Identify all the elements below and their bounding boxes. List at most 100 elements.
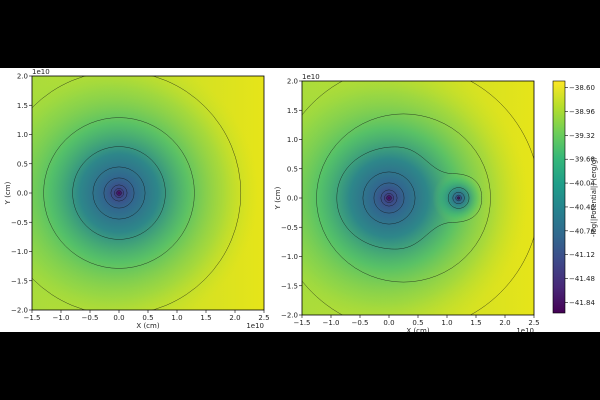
- colorbar-tick-label: −38.96: [569, 108, 595, 116]
- y-tick-label: 2.0: [17, 73, 28, 81]
- x-tick-label: 2.5: [528, 319, 539, 327]
- colorbar-tick: −40.04: [565, 180, 595, 188]
- contour-line: [316, 113, 491, 283]
- chart-panel-1: −1.5 −1.0 −0.5 0.0 0.5 1.0 1.5 2.0 2.5−2.0−1.5−1…: [4, 68, 270, 330]
- colorbar-tick-label: −41.84: [569, 299, 595, 307]
- y-tick-label: 1.5: [287, 107, 298, 115]
- potential-well-2: [432, 171, 485, 225]
- contour-line: [455, 194, 462, 202]
- y-tick: 1.0: [287, 136, 302, 144]
- x-tick: 2.0: [229, 310, 241, 322]
- x-tick-label: −1.0: [53, 314, 70, 322]
- y-tick: −0.5: [11, 219, 32, 227]
- x-tick: 2.0: [499, 315, 511, 327]
- x-tick-label: 1.5: [470, 319, 481, 327]
- x-tick-label: 1.5: [200, 314, 211, 322]
- y-tick: −1.5: [11, 277, 32, 285]
- y-tick-label: 0.5: [287, 165, 298, 173]
- x-tick: 0.5: [412, 315, 424, 327]
- y-tick-label: −1.5: [281, 282, 298, 290]
- colorbar-gradient: [552, 80, 566, 314]
- y-tick-label: 0.0: [287, 195, 298, 203]
- x-axis-label: X (cm): [406, 327, 429, 332]
- colorbar-label: -log(|Potential|) (erg/g): [590, 157, 598, 237]
- x-tick-label: −1.5: [24, 314, 41, 322]
- y-tick: 0.5: [17, 160, 32, 168]
- colorbar-tick-label: −41.12: [569, 251, 595, 259]
- y-tick: −1.5: [281, 282, 302, 290]
- y-axis-label: Y (cm): [4, 181, 12, 205]
- contour-line: [452, 191, 465, 205]
- colorbar-tick: −41.48: [565, 275, 595, 283]
- y-tick: 2.0: [17, 73, 32, 81]
- heatmap-field: [302, 81, 534, 315]
- contour-line: [103, 177, 135, 209]
- x-tick: 1.5: [200, 310, 212, 322]
- figure: −1.5 −1.0 −0.5 0.0 0.5 1.0 1.5 2.0 2.5 −2.0 −1.5 −1…: [0, 68, 600, 332]
- colorbar-tick: −41.12: [565, 251, 595, 259]
- x-tick: −0.5: [82, 310, 99, 322]
- x-tick: −1.0: [53, 310, 70, 322]
- colorbar-tick-label: −39.32: [569, 132, 595, 140]
- x-tick: −1.5: [294, 315, 311, 327]
- y-tick-label: −1.0: [281, 253, 298, 261]
- x-offset-label: 1e10: [246, 322, 264, 330]
- x-tick-label: −1.5: [294, 319, 311, 327]
- y-tick-label: −1.5: [11, 277, 28, 285]
- colorbar-tick: −39.32: [565, 132, 595, 140]
- x-tick-label: 2.5: [258, 314, 269, 322]
- x-tick-label: −0.5: [82, 314, 99, 322]
- y-offset-label: 1e10: [32, 68, 50, 76]
- contour-line: [384, 193, 394, 203]
- x-tick: 0.0: [113, 310, 125, 322]
- contour-line: [336, 146, 483, 250]
- colorbar-tick: −41.84: [565, 299, 595, 307]
- x-tick-label: 0.0: [383, 319, 394, 327]
- y-tick: 1.0: [17, 131, 32, 139]
- y-tick-label: 0.0: [17, 190, 28, 198]
- colorbar-tick: −39.68: [565, 156, 595, 164]
- y-tick-label: 1.0: [287, 136, 298, 144]
- y-tick: 0.5: [287, 165, 302, 173]
- contour-line: [72, 146, 166, 240]
- contour-lines: [302, 81, 534, 315]
- y-tick-label: −2.0: [11, 307, 28, 315]
- y-tick-label: −1.0: [11, 248, 28, 256]
- contour-line: [110, 184, 128, 202]
- y-tick-label: −0.5: [11, 219, 28, 227]
- chart-panel-2: −1.5 −1.0 −0.5 0.0 0.5 1.0 1.5 2.0 2.5−2.0−1.5−1…: [274, 73, 540, 332]
- x-tick: −1.5: [24, 310, 41, 322]
- y-tick-label: 2.0: [287, 78, 298, 86]
- y-tick-label: 1.0: [17, 131, 28, 139]
- x-tick-label: 2.0: [229, 314, 240, 322]
- colorbar-tick: −40.76: [565, 227, 595, 235]
- x-tick: 1.5: [470, 315, 482, 327]
- colorbar-tick-label: −40.40: [569, 203, 595, 211]
- colorbar-tick: −38.60: [565, 84, 595, 92]
- heatmap-field: [32, 76, 259, 310]
- x-tick-label: 0.0: [113, 314, 124, 322]
- y-tick-label: −2.0: [281, 312, 298, 320]
- x-tick: 0.5: [142, 310, 154, 322]
- y-tick: 1.5: [287, 107, 302, 115]
- contour-line: [92, 166, 146, 220]
- contour-line: [114, 188, 124, 198]
- x-tick-label: 0.5: [412, 319, 423, 327]
- x-tick-label: 0.5: [142, 314, 153, 322]
- y-tick: 2.0: [287, 78, 302, 86]
- y-tick: 0.0: [17, 190, 32, 198]
- y-tick-label: −0.5: [281, 224, 298, 232]
- x-tick: 1.0: [441, 315, 453, 327]
- contour-line: [380, 189, 398, 207]
- contour-line: [447, 187, 470, 209]
- y-offset-label: 1e10: [302, 73, 320, 81]
- colorbar-tick-label: −40.76: [569, 227, 595, 235]
- contour-line: [373, 182, 405, 214]
- y-tick: −0.5: [281, 224, 302, 232]
- y-tick-label: 1.5: [17, 102, 28, 110]
- x-tick-label: −1.0: [323, 319, 340, 327]
- colorbar-tick-label: −41.48: [569, 275, 595, 283]
- colorbar-tick-label: −38.60: [569, 84, 595, 92]
- y-axis-label: Y (cm): [274, 186, 282, 210]
- contour-line: [457, 196, 461, 200]
